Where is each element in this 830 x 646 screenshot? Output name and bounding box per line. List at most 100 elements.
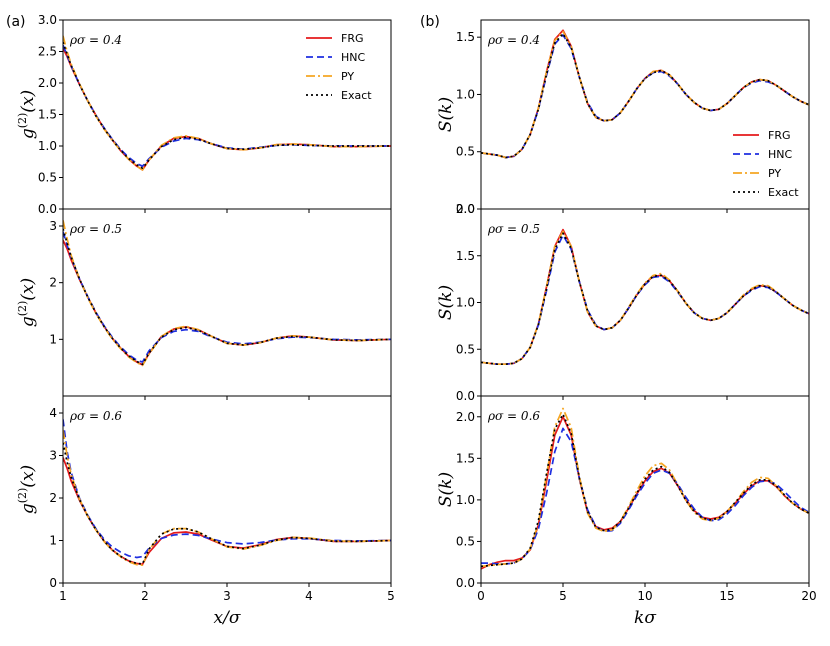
legend-label-frg: FRG: [768, 129, 791, 142]
density-annotation: ρσ = 0.4: [487, 33, 540, 47]
y-axis-label: g(2)(x): [16, 90, 38, 139]
plot-frame: [480, 19, 810, 210]
legend-label-py: PY: [768, 167, 781, 180]
y-tick-label: 0.0: [456, 202, 475, 216]
charts-layer: 0.00.51.01.52.02.53.0g(2)(x)ρσ = 0.4123g…: [16, 13, 817, 628]
density-annotation: ρσ = 0.5: [487, 222, 540, 236]
x-tick-label: 2: [141, 589, 149, 603]
y-tick-label: 1.0: [456, 493, 475, 507]
series-group: [63, 419, 391, 566]
chart-s_05: 0.0 0.5 1.0 1.5 2.0 S(k) ρσ = 0.5: [436, 202, 810, 403]
y-tick-label: 4: [49, 406, 57, 420]
plot-frame: [480, 208, 810, 397]
series-line-frg: [63, 239, 391, 366]
series-line-py: [63, 220, 391, 367]
plot-frame: [62, 395, 392, 584]
series-line-exact: [481, 32, 809, 159]
panel-tag-left: (a): [6, 14, 26, 30]
series-line-hnc: [63, 231, 391, 363]
series-line-frg: [63, 47, 391, 171]
density-annotation: ρσ = 0.6: [487, 409, 540, 423]
series-line-exact: [481, 232, 809, 366]
series-line-py: [481, 407, 809, 568]
x-tick-label: 4: [305, 589, 313, 603]
x-tick-label: 20: [801, 589, 816, 603]
y-tick-label: 2: [49, 491, 57, 505]
plot-frame: [480, 395, 810, 584]
y-axis-label: S(k): [436, 97, 456, 132]
y-tick-label: 2.0: [38, 76, 57, 90]
y-tick-label: 1.0: [456, 296, 475, 310]
series-line-frg: [481, 415, 809, 570]
plot-frame: [62, 19, 392, 210]
series-line-py: [63, 429, 391, 566]
y-tick-label: 2.0: [456, 410, 475, 424]
series-line-frg: [481, 29, 809, 159]
y-tick-label: 0.5: [456, 342, 475, 356]
y-tick-label: 3: [49, 449, 57, 463]
y-axis-label: g(2)(x): [16, 278, 38, 327]
chart-s_04: 0.0 0.5 1.0 1.5 S(k) ρσ = 0.4: [436, 19, 810, 216]
x-tick-label: 10: [637, 589, 652, 603]
series-group: [481, 407, 809, 570]
y-tick-label: 0.0: [456, 576, 475, 590]
series-line-hnc: [481, 34, 809, 159]
y-tick-label: 1.5: [456, 30, 475, 44]
chart-g_05: 1 2 3 g(2)(x) ρσ = 0.5: [16, 208, 392, 400]
y-axis-label: g(2)(x): [16, 465, 38, 514]
legend-right: FRG HNC PY Exact: [733, 129, 799, 199]
legend-label-exact: Exact: [768, 186, 799, 199]
panel-tag-right: (b): [420, 14, 440, 30]
series-line-py: [63, 35, 391, 171]
series-line-frg: [63, 457, 391, 566]
y-tick-label: 2.0: [456, 202, 475, 216]
series-line-exact: [481, 413, 809, 568]
chart-g_04: 0.0 0.5 1.0 1.5 2.0 2.5 3.0 g(2)(x) ρσ = 0.4: [16, 13, 392, 216]
legend-label-py: PY: [341, 70, 354, 83]
x-tick-label: 3: [223, 589, 231, 603]
y-axis-label: S(k): [436, 285, 456, 320]
x-tick-label: 15: [719, 589, 734, 603]
y-axis-label: S(k): [436, 472, 456, 507]
y-tick-label: 2.5: [38, 45, 57, 59]
y-tick-label: 0.5: [456, 145, 475, 159]
y-tick-label: 1.5: [456, 249, 475, 263]
x-tick-label: 1: [59, 589, 67, 603]
series-line-frg: [481, 228, 809, 366]
x-axis-label: kσ: [634, 608, 656, 628]
series-line-hnc: [63, 419, 391, 559]
x-tick-label: 5: [559, 589, 567, 603]
y-tick-label: 1: [49, 534, 57, 548]
y-tick-label: 0.0: [456, 389, 475, 403]
y-tick-label: 1.0: [456, 87, 475, 101]
series-group: [481, 29, 809, 159]
y-tick-label: 0.5: [38, 171, 57, 185]
legend-left: FRG HNC PY Exact: [306, 32, 372, 102]
series-line-exact: [63, 41, 391, 169]
plot-frame: [62, 208, 392, 397]
y-tick-label: 2: [49, 276, 57, 290]
y-tick-label: 1.0: [38, 139, 57, 153]
density-annotation: ρσ = 0.4: [69, 33, 122, 47]
series-line-py: [481, 230, 809, 366]
legend-label-frg: FRG: [341, 32, 364, 45]
x-tick-label: 5: [387, 589, 395, 603]
series-line-py: [481, 30, 809, 159]
y-tick-label: 1: [49, 332, 57, 346]
series-group: [63, 35, 391, 171]
legend-label-hnc: HNC: [768, 148, 793, 161]
x-tick-label: 0: [477, 589, 485, 603]
y-tick-label: 0.5: [456, 534, 475, 548]
legend-label-hnc: HNC: [341, 51, 366, 64]
series-group: [63, 220, 391, 367]
series-line-hnc: [481, 427, 809, 565]
y-tick-label: 3: [49, 219, 57, 233]
legend-label-exact: Exact: [341, 89, 372, 102]
density-annotation: ρσ = 0.6: [69, 409, 122, 423]
x-axis-label: x/σ: [214, 608, 241, 628]
y-tick-label: 0.0: [38, 202, 57, 216]
y-tick-label: 1.5: [38, 108, 57, 122]
y-tick-label: 3.0: [38, 13, 57, 27]
